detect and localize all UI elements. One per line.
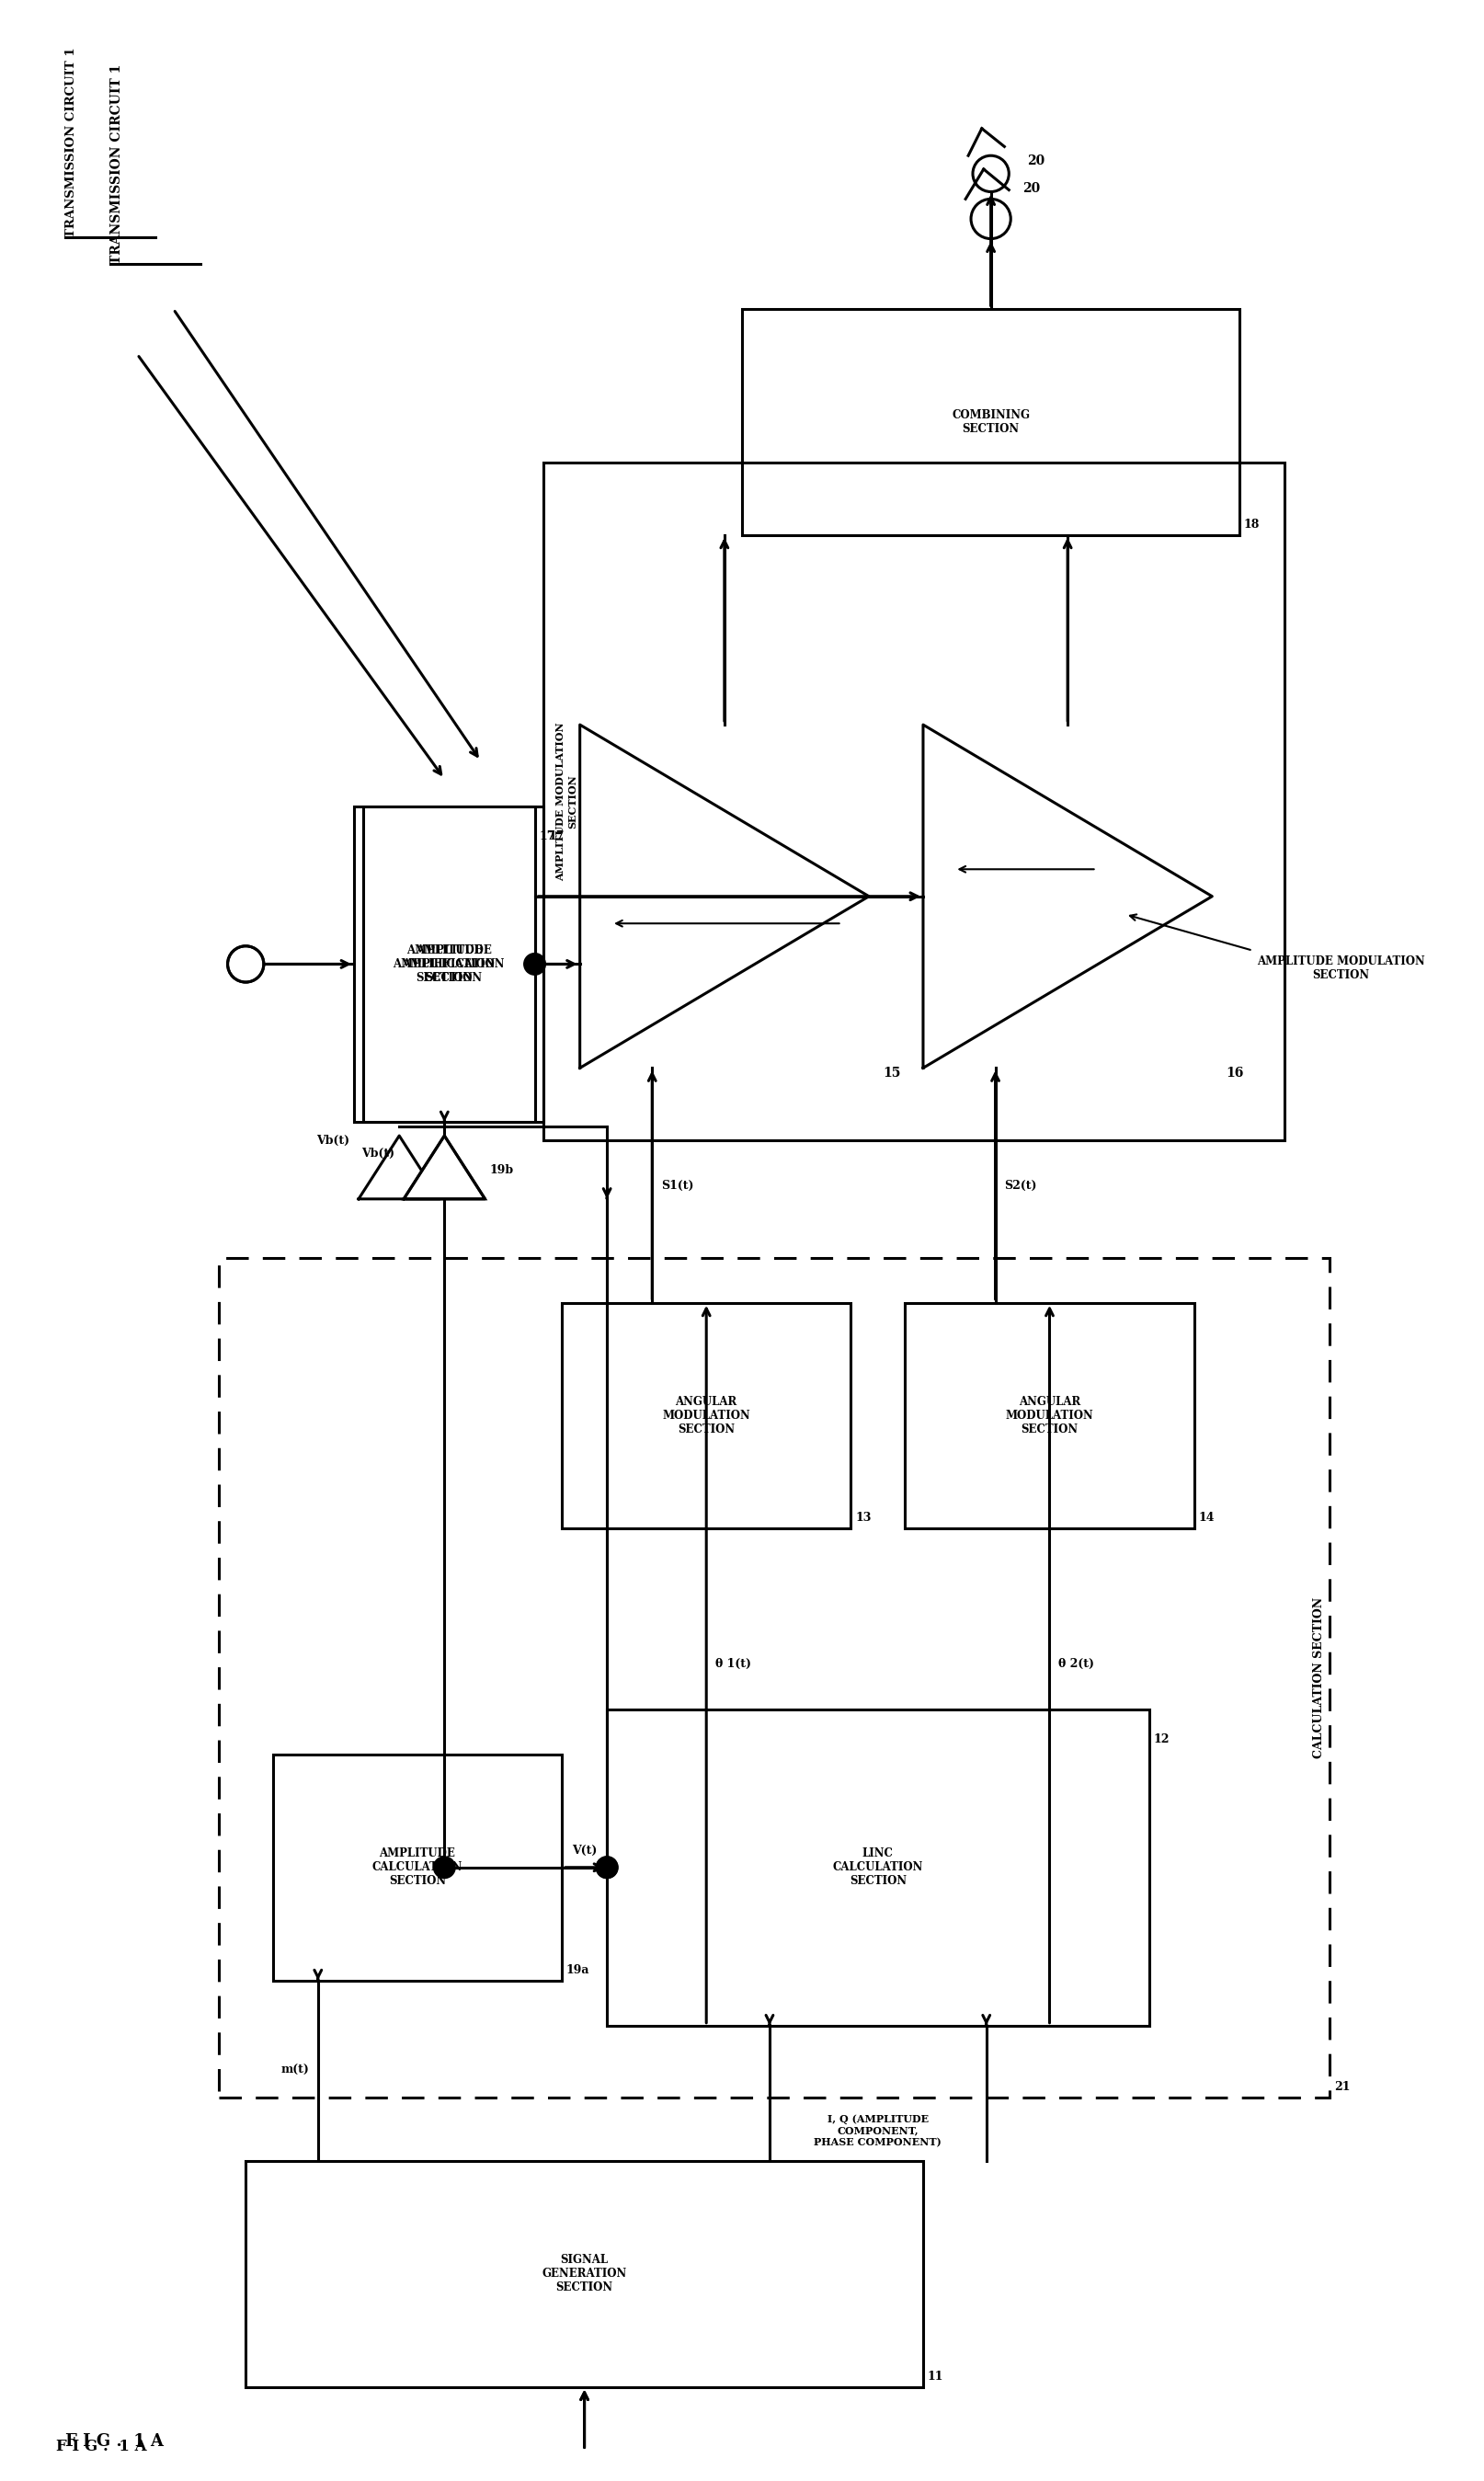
Text: 13: 13 bbox=[855, 1513, 871, 1523]
Text: θ 1(t): θ 1(t) bbox=[715, 1657, 751, 1670]
Text: AMPLITUDE
CALCULATION
SECTION: AMPLITUDE CALCULATION SECTION bbox=[372, 1848, 462, 1888]
Bar bbox=[561, 1303, 850, 1528]
Text: ANGULAR
MODULATION
SECTION: ANGULAR MODULATION SECTION bbox=[1005, 1397, 1092, 1436]
Text: 18: 18 bbox=[1244, 519, 1258, 531]
Bar bbox=[607, 1709, 1149, 2024]
Bar bbox=[904, 1303, 1193, 1528]
Text: AMPLITUDE MODULATION
SECTION: AMPLITUDE MODULATION SECTION bbox=[555, 722, 577, 881]
Text: F I G .  1 A: F I G . 1 A bbox=[56, 2439, 147, 2454]
Bar bbox=[353, 806, 534, 1121]
Circle shape bbox=[524, 953, 545, 975]
Text: 14: 14 bbox=[1198, 1513, 1214, 1523]
Bar bbox=[273, 1754, 561, 1980]
Text: 17: 17 bbox=[539, 831, 555, 841]
Text: 20: 20 bbox=[1022, 181, 1039, 194]
Text: LINC
CALCULATION
SECTION: LINC CALCULATION SECTION bbox=[833, 1848, 923, 1888]
Bar bbox=[742, 310, 1239, 536]
Circle shape bbox=[433, 1856, 456, 1878]
Text: 11: 11 bbox=[928, 2369, 944, 2382]
Text: AMPLITUDE MODULATION
SECTION: AMPLITUDE MODULATION SECTION bbox=[1257, 955, 1425, 982]
Text: 19b: 19b bbox=[444, 1183, 467, 1193]
Bar bbox=[245, 2161, 923, 2387]
Circle shape bbox=[595, 1856, 617, 1878]
Text: COMBINING
SECTION: COMBINING SECTION bbox=[951, 409, 1030, 434]
Text: 19b: 19b bbox=[490, 1164, 513, 1176]
Text: S2(t): S2(t) bbox=[1003, 1178, 1036, 1191]
Text: 16: 16 bbox=[1224, 1067, 1242, 1079]
Text: SIGNAL
GENERATION
SECTION: SIGNAL GENERATION SECTION bbox=[542, 2255, 626, 2295]
Circle shape bbox=[595, 1856, 617, 1878]
Text: CALCULATION SECTION: CALCULATION SECTION bbox=[1312, 1598, 1324, 1759]
Text: Vb(t): Vb(t) bbox=[316, 1134, 349, 1146]
Text: m(t): m(t) bbox=[280, 2064, 309, 2077]
Text: θ 2(t): θ 2(t) bbox=[1058, 1657, 1094, 1670]
Text: TRANSMISSION CIRCUIT 1: TRANSMISSION CIRCUIT 1 bbox=[110, 65, 123, 263]
Text: 12: 12 bbox=[1153, 1734, 1169, 1747]
Text: ANGULAR
MODULATION
SECTION: ANGULAR MODULATION SECTION bbox=[662, 1397, 749, 1436]
Text: 15: 15 bbox=[881, 1067, 899, 1079]
Text: AMPLITUDE
AMPLIFICATION
SECTION: AMPLITUDE AMPLIFICATION SECTION bbox=[402, 945, 505, 985]
Text: 20: 20 bbox=[1027, 154, 1045, 166]
Polygon shape bbox=[404, 1136, 485, 1198]
Text: F I G .  1 A: F I G . 1 A bbox=[65, 2434, 163, 2451]
Text: Vb(t): Vb(t) bbox=[361, 1149, 395, 1159]
Bar bbox=[543, 464, 1284, 1141]
Text: 17: 17 bbox=[548, 831, 564, 841]
Text: V(t): V(t) bbox=[571, 1846, 597, 1856]
Text: AMPLITUDE
AMPLIFICATION
SECTION: AMPLITUDE AMPLIFICATION SECTION bbox=[393, 945, 496, 985]
Bar bbox=[364, 806, 543, 1121]
Bar bbox=[218, 1258, 1328, 2099]
Text: I, Q (AMPLITUDE
COMPONENT,
PHASE COMPONENT): I, Q (AMPLITUDE COMPONENT, PHASE COMPONE… bbox=[813, 2114, 941, 2149]
Text: 19a: 19a bbox=[565, 1965, 589, 1975]
Text: S1(t): S1(t) bbox=[660, 1178, 693, 1191]
Text: 21: 21 bbox=[1333, 2082, 1349, 2094]
Text: TRANSMISSION CIRCUIT 1: TRANSMISSION CIRCUIT 1 bbox=[65, 47, 77, 236]
